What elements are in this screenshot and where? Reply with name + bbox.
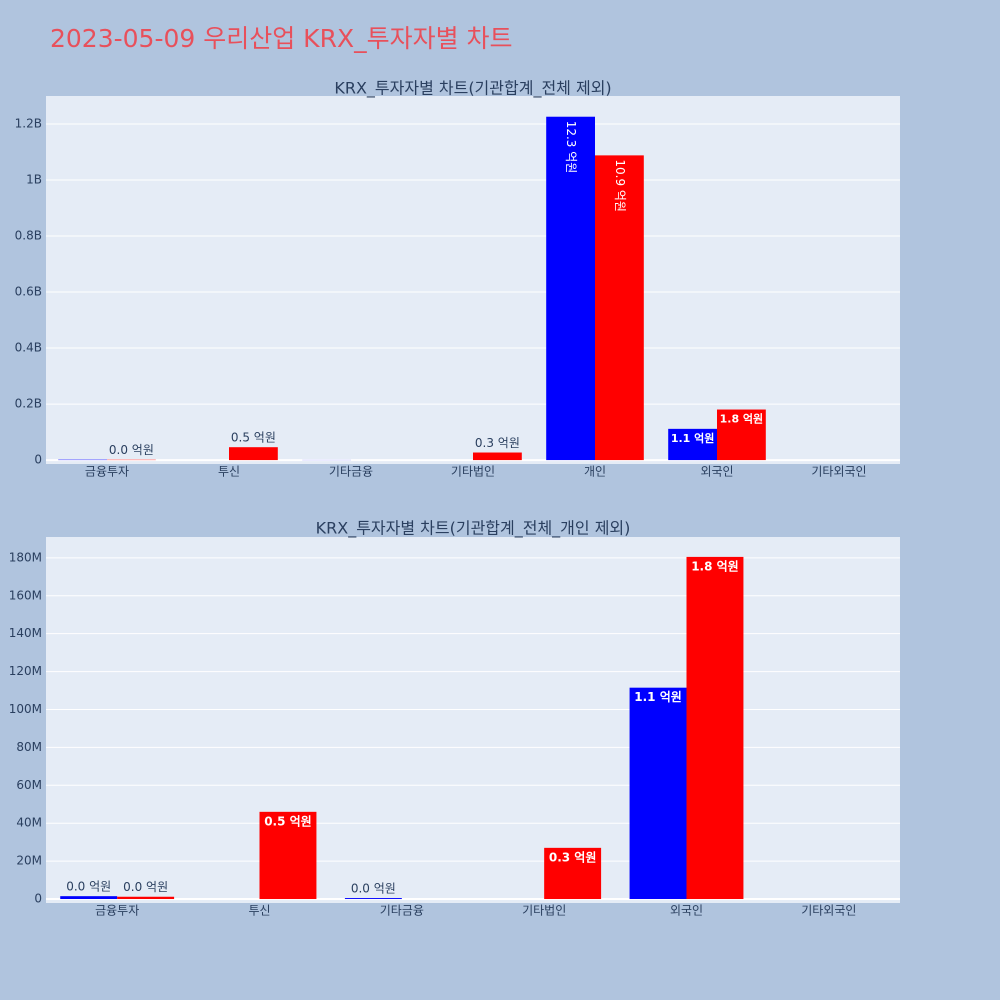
y-tick-label: 20M — [16, 854, 42, 868]
bar — [229, 447, 278, 461]
data-label: 1.1 억원 — [634, 690, 682, 704]
data-label: 1.8 억원 — [691, 559, 739, 573]
bar — [717, 409, 766, 461]
data-label: 0.0 억원 — [123, 880, 168, 894]
data-label: 1.1 억원 — [671, 431, 715, 445]
y-tick-label: 180M — [9, 550, 42, 564]
y-tick-label: 0.6B — [15, 285, 42, 299]
y-tick-label: 120M — [9, 664, 42, 678]
y-tick-label: 1B — [26, 173, 42, 187]
plot-area — [46, 537, 900, 903]
bar — [473, 452, 522, 461]
y-tick-label: 40M — [16, 816, 42, 830]
bar — [544, 847, 602, 900]
x-tick-label: 기타외국인 — [811, 465, 866, 479]
bar — [668, 428, 717, 461]
x-tick-label: 외국인 — [700, 465, 733, 479]
bar — [686, 556, 744, 900]
data-label: 1.8 억원 — [720, 412, 764, 426]
data-label: 0.0 억원 — [109, 443, 154, 457]
y-tick-label: 0.2B — [15, 397, 42, 411]
x-tick-label: 금융투자 — [85, 465, 129, 479]
bar — [546, 116, 595, 461]
x-tick-label: 기타외국인 — [801, 904, 856, 918]
bar — [344, 898, 402, 900]
page-title: 2023-05-09 우리산업 KRX_투자자별 차트 — [50, 24, 513, 53]
chart-title: KRX_투자자별 차트(기관합계_전체_개인 제외) — [316, 519, 631, 539]
y-tick-label: 0.8B — [15, 229, 42, 243]
bar — [60, 896, 118, 900]
y-tick-label: 140M — [9, 626, 42, 640]
x-tick-label: 외국인 — [670, 904, 703, 918]
data-label: 10.9 억원 — [613, 159, 627, 212]
data-label: 12.3 억원 — [564, 121, 578, 174]
data-label: 0.0 억원 — [351, 882, 396, 896]
y-tick-label: 0 — [34, 453, 42, 467]
data-label: 0.3 억원 — [475, 436, 520, 450]
bar — [595, 155, 644, 461]
y-tick-label: 80M — [16, 740, 42, 754]
bar — [259, 811, 317, 900]
data-label: 0.5 억원 — [264, 814, 312, 828]
plot-area — [46, 96, 900, 464]
x-tick-label: 투신 — [248, 904, 270, 918]
x-tick-label: 기타금융 — [329, 465, 373, 479]
y-tick-label: 0.4B — [15, 341, 42, 355]
bar — [117, 896, 175, 900]
x-tick-label: 기타법인 — [522, 904, 566, 918]
data-label: 0.0 억원 — [66, 880, 111, 894]
x-tick-label: 금융투자 — [95, 904, 139, 918]
chart-title: KRX_투자자별 차트(기관합계_전체 제외) — [334, 79, 611, 99]
y-tick-label: 0 — [34, 892, 42, 906]
x-tick-label: 투신 — [218, 465, 240, 479]
y-tick-label: 60M — [16, 778, 42, 792]
x-tick-label: 기타법인 — [451, 465, 495, 479]
y-tick-label: 160M — [9, 588, 42, 602]
bar — [629, 687, 687, 900]
x-tick-label: 개인 — [584, 465, 606, 479]
data-label: 0.5 억원 — [231, 431, 276, 445]
x-tick-label: 기타금융 — [380, 904, 424, 918]
data-label: 0.3 억원 — [549, 850, 597, 864]
y-tick-label: 100M — [9, 702, 42, 716]
y-tick-label: 1.2B — [15, 117, 42, 131]
